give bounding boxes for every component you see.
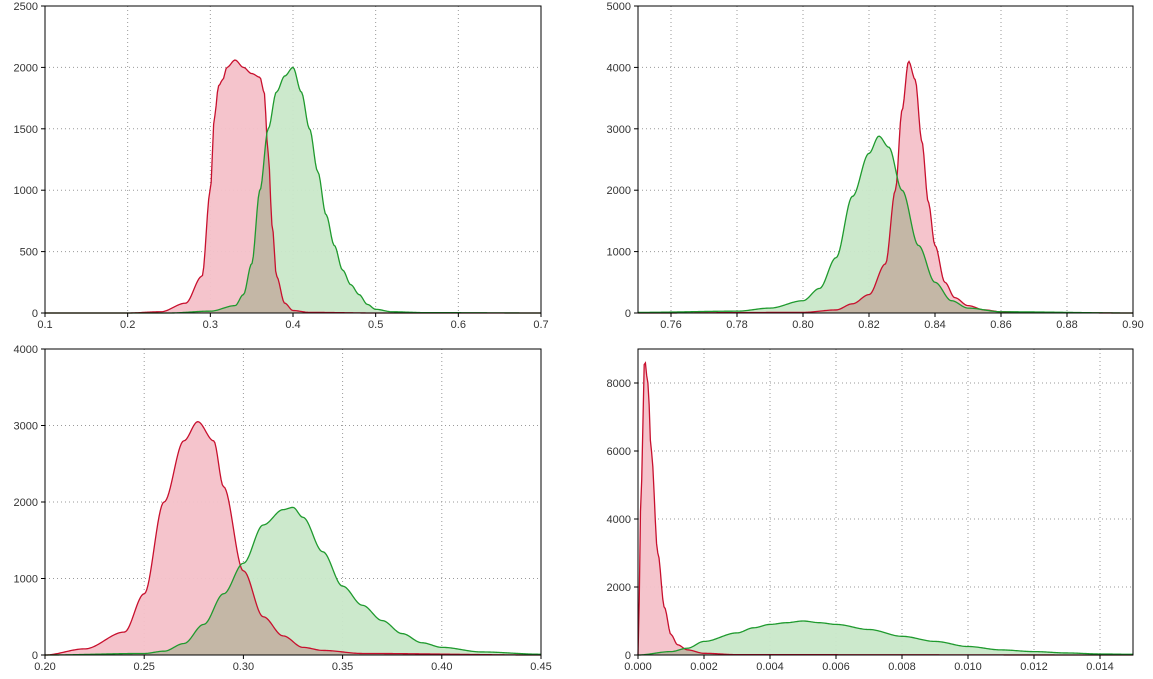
x-tick-label: 0.014 [1086, 661, 1114, 673]
x-tick-label: 0.88 [1056, 319, 1077, 331]
chart-panel-2: 0.76 0.78 0.80 0.82 0.84 0.86 0.88 0.90 0 1000 200… [607, 1, 1144, 331]
y-tick-label: 500 [20, 247, 38, 259]
x-tick-label: 0.84 [924, 319, 945, 331]
green-density-line [638, 135, 1133, 314]
y-tick-label: 8000 [607, 378, 631, 390]
y-tick-label: 2000 [14, 62, 38, 74]
green-density-fill [638, 136, 1133, 313]
axes-frame [637, 348, 1134, 656]
y-tick-label: 0 [32, 650, 38, 662]
y-tick-label: 6000 [607, 446, 631, 458]
overlap-fill [638, 180, 1133, 313]
red-density-line [44, 421, 541, 656]
x-tick-label: 0.2 [120, 319, 135, 331]
y-tick-label: 2500 [14, 1, 38, 13]
x-tick-label: 0.78 [726, 319, 747, 331]
y-tick-label: 1500 [14, 124, 38, 136]
red-density-fill [45, 421, 541, 655]
x-tick-label: 0.010 [954, 661, 982, 673]
y-tick-label: 1000 [14, 574, 38, 586]
y-tick-label: 2000 [607, 582, 631, 594]
y-tick-label: 0 [625, 308, 631, 320]
overlap-fill [638, 648, 1133, 655]
x-tick-label: 0.3 [203, 319, 218, 331]
y-tick-label: 4000 [607, 62, 631, 74]
x-tick-label: 0.002 [690, 661, 718, 673]
chart-panel-1: 0.1 0.2 0.3 0.4 0.5 0.6 0.7 0 500 1000 1500 2000 250… [14, 1, 549, 331]
red-density-fill [638, 362, 1133, 655]
x-tick-label: 0.6 [451, 319, 466, 331]
green-density-line [637, 620, 1133, 656]
x-tick-label: 0.012 [1020, 661, 1048, 673]
green-density-fill [638, 621, 1133, 655]
x-tick-label: 0.7 [533, 319, 548, 331]
chart-panel-3: 0.20 0.25 0.30 0.35 0.40 0.45 0 1000 2000 3000 400… [14, 344, 552, 673]
x-tick-label: 0.004 [756, 661, 784, 673]
x-tick-label: 0.25 [133, 661, 154, 673]
y-tick-label: 1000 [14, 185, 38, 197]
x-tick-label: 0.82 [858, 319, 879, 331]
x-tick-label: 0.35 [332, 661, 353, 673]
y-tick-label: 2000 [14, 497, 38, 509]
x-tick-label: 0.000 [624, 661, 652, 673]
x-tick-label: 0.80 [792, 319, 813, 331]
x-tick-label: 0.5 [368, 319, 383, 331]
x-tick-label: 0.008 [888, 661, 916, 673]
axes-frame [637, 5, 1134, 314]
green-density-fill [45, 507, 541, 655]
green-density-line [45, 506, 542, 656]
x-tick-label: 0.20 [34, 661, 55, 673]
green-density-fill [45, 67, 541, 314]
x-tick-label: 0.45 [530, 661, 551, 673]
x-tick-label: 0.4 [285, 319, 300, 331]
y-tick-label: 4000 [607, 514, 631, 526]
x-tick-label: 0.006 [822, 661, 850, 673]
y-tick-label: 0 [32, 308, 38, 320]
y-tick-label: 1000 [607, 247, 631, 259]
x-tick-label: 0.90 [1122, 319, 1143, 331]
y-tick-label: 3000 [14, 421, 38, 433]
y-tick-label: 5000 [607, 1, 631, 13]
x-tick-label: 0.40 [431, 661, 452, 673]
x-tick-label: 0.1 [37, 319, 52, 331]
chart-panel-4: 0.000 0.002 0.004 0.006 0.008 0.010 0.012 0.014… [607, 348, 1134, 673]
x-tick-label: 0.30 [233, 661, 254, 673]
x-tick-label: 0.76 [660, 319, 681, 331]
y-tick-label: 3000 [607, 124, 631, 136]
red-density-line [637, 361, 1133, 656]
y-tick-label: 0 [625, 650, 631, 662]
y-tick-label: 4000 [14, 344, 38, 356]
x-tick-label: 0.86 [990, 319, 1011, 331]
y-tick-label: 2000 [607, 185, 631, 197]
